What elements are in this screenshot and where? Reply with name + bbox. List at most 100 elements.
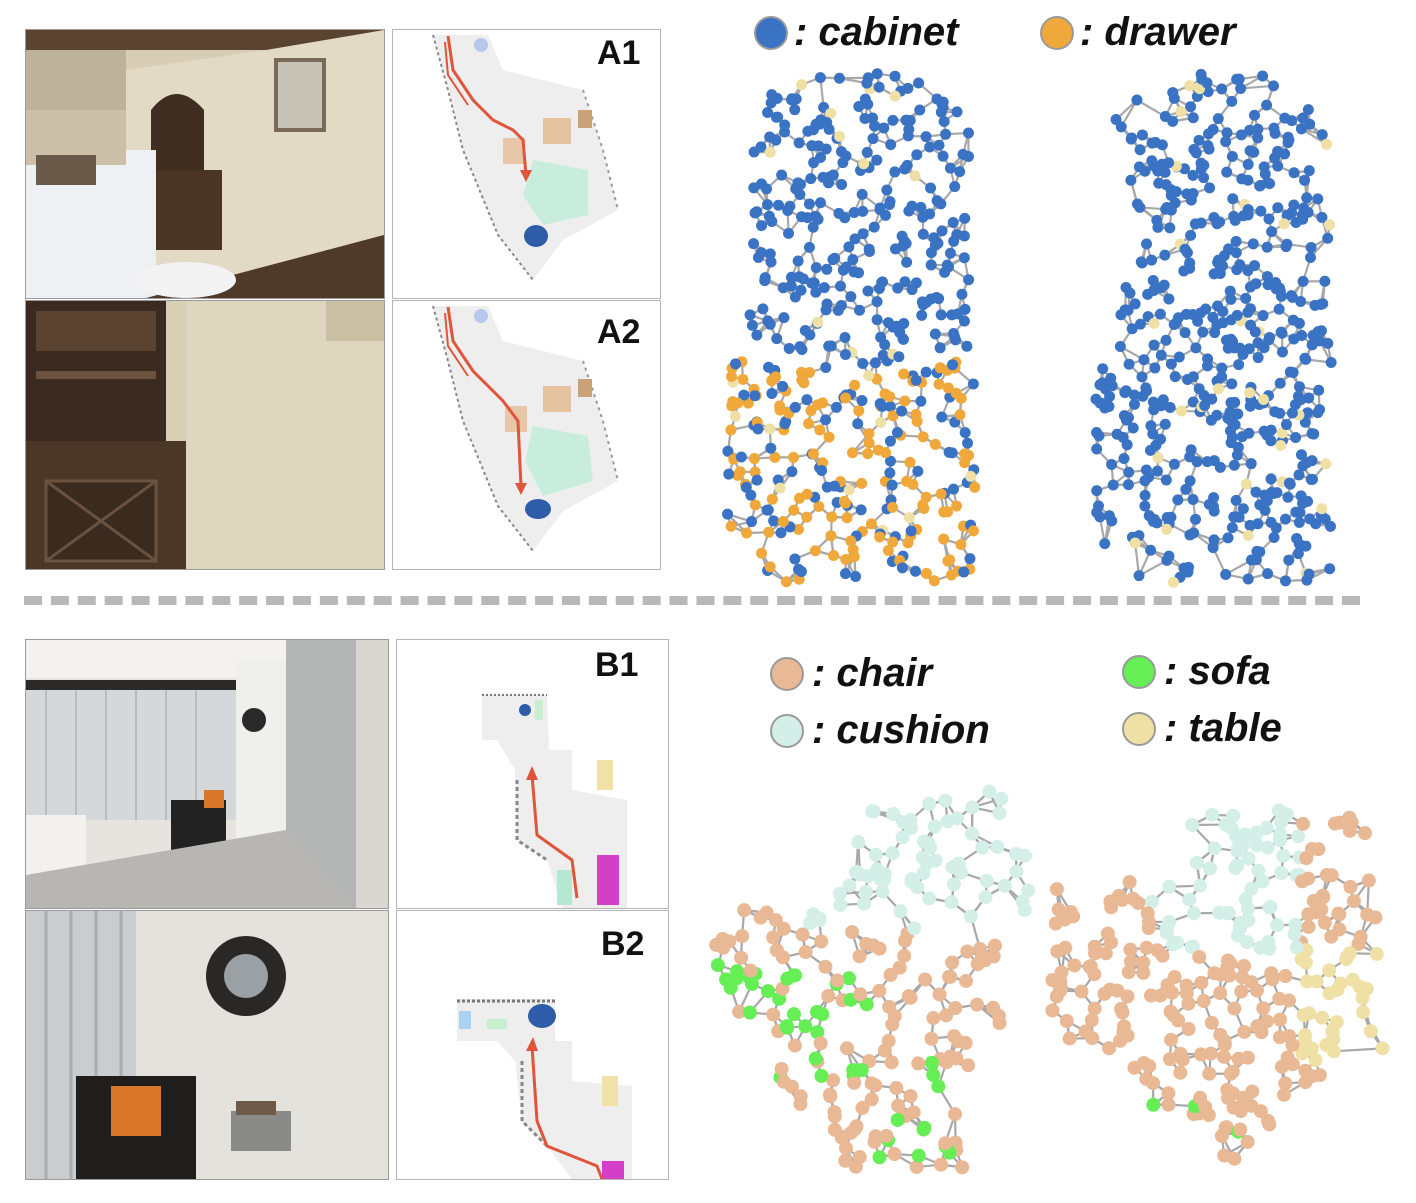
graph-node <box>951 388 962 399</box>
graph-node <box>801 394 812 405</box>
graph-node <box>1199 400 1210 411</box>
graph-node <box>1326 357 1337 368</box>
graph-node <box>1112 889 1126 903</box>
graph-node <box>1225 425 1236 436</box>
graph-node <box>1305 1041 1319 1055</box>
graph-node <box>759 275 770 286</box>
graph-node <box>848 544 859 555</box>
graph-node <box>1264 966 1278 980</box>
graph-node <box>899 395 910 406</box>
graph-node <box>1085 1031 1099 1045</box>
graph-node <box>1164 1005 1178 1019</box>
graph-node <box>830 974 844 988</box>
graph-node <box>815 72 826 83</box>
graph-node <box>845 291 856 302</box>
graph-node <box>1315 1011 1329 1025</box>
graph-node <box>928 820 942 834</box>
graph-node <box>973 942 987 956</box>
graph-node <box>1354 930 1368 944</box>
graph-nodes <box>1045 803 1389 1165</box>
graph-node <box>925 183 936 194</box>
graph-node <box>1301 192 1312 203</box>
graph-node <box>756 548 767 559</box>
graph-node <box>1276 328 1287 339</box>
graph-node <box>1233 359 1244 370</box>
table-swatch <box>1122 712 1156 746</box>
graph-node <box>716 941 730 955</box>
graph-node <box>875 417 886 428</box>
graph-node <box>1319 276 1330 287</box>
graph-node <box>1160 419 1171 430</box>
graph-node <box>1290 432 1301 443</box>
graph-node <box>1273 1013 1287 1027</box>
graph-node <box>810 545 821 556</box>
graph-node <box>906 525 917 536</box>
graph-node <box>1067 958 1081 972</box>
graph-node <box>1302 1006 1316 1020</box>
graph-node <box>1146 255 1157 266</box>
graph-node <box>842 879 856 893</box>
graph-node <box>1318 916 1332 930</box>
graph-node <box>765 443 776 454</box>
graph-a-left-svg <box>700 50 1020 595</box>
graph-node <box>965 800 979 814</box>
graph-node <box>1134 570 1145 581</box>
graph-node <box>1066 909 1080 923</box>
graph-node <box>1241 478 1252 489</box>
graph-node <box>814 1069 828 1083</box>
graph-node <box>1307 428 1318 439</box>
graph-node <box>889 1081 903 1095</box>
graph-node <box>820 362 831 373</box>
graph-node <box>839 1141 853 1155</box>
graph-node <box>1099 538 1110 549</box>
graph-node <box>848 266 859 277</box>
graph-node <box>1227 522 1238 533</box>
graph-node <box>1209 268 1220 279</box>
graph-node <box>1164 1033 1178 1047</box>
graph-node <box>940 129 951 140</box>
graph-node <box>745 309 756 320</box>
graph-node <box>1123 467 1134 478</box>
graph-node <box>1045 1003 1059 1017</box>
graph-node <box>823 1088 837 1102</box>
graph-node <box>756 220 767 231</box>
graph-node <box>916 310 927 321</box>
graph-node <box>839 496 850 507</box>
graph-node <box>766 257 777 268</box>
graph-node <box>945 248 956 259</box>
graph-node <box>1190 218 1201 229</box>
legend-label-chair: : chair <box>812 651 932 696</box>
graph-node <box>805 405 816 416</box>
chair-swatch <box>770 657 804 691</box>
graph-node <box>1009 865 1023 879</box>
graph-node <box>847 254 858 265</box>
graph-node <box>842 971 856 985</box>
graph-node <box>1180 244 1191 255</box>
graph-node <box>1050 882 1064 896</box>
graph-node <box>1216 84 1227 95</box>
graph-node <box>872 68 883 79</box>
graph-node <box>1283 555 1294 566</box>
graph-node <box>1217 1050 1231 1064</box>
graph-node <box>878 350 889 361</box>
graph-node <box>760 906 774 920</box>
graph-node <box>963 274 974 285</box>
graph-node <box>743 1006 757 1020</box>
graph-node <box>959 448 970 459</box>
graph-node <box>1184 80 1195 91</box>
graph-node <box>813 140 824 151</box>
graph-node <box>1188 188 1199 199</box>
graph-node <box>1248 147 1259 158</box>
graph-node <box>875 203 886 214</box>
graph-node <box>1237 959 1251 973</box>
photo-b1-room <box>25 639 389 909</box>
graph-node <box>949 181 960 192</box>
graph-node <box>835 281 846 292</box>
graph-node <box>1242 307 1253 318</box>
graph-node <box>1263 213 1274 224</box>
graph-node <box>788 452 799 463</box>
graph-node <box>904 1089 918 1103</box>
graph-node <box>801 512 812 523</box>
graph-node <box>897 949 911 963</box>
graph-node <box>1115 341 1126 352</box>
